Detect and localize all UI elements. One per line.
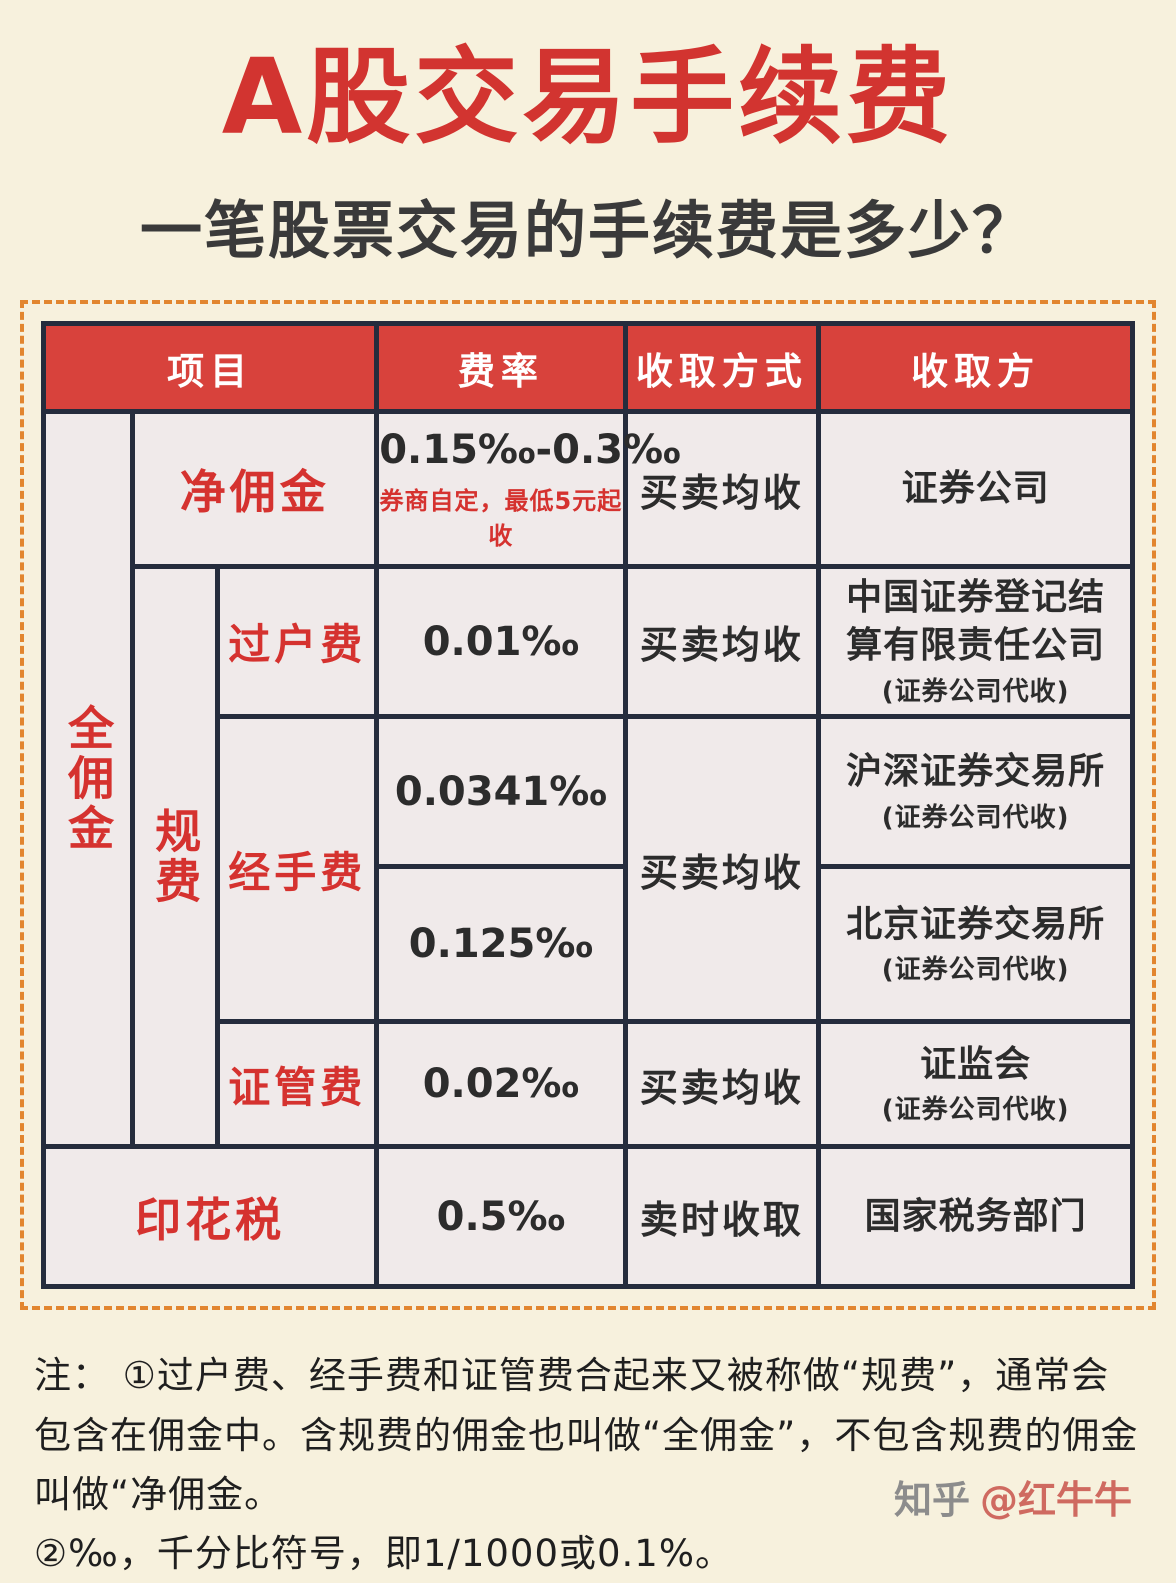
handling-fee-shsz-rate: 0.0341‰ <box>374 714 628 870</box>
net-commission-label: 净佣金 <box>179 465 330 520</box>
transfer-fee-method: 买卖均收 <box>622 564 822 720</box>
net-commission-collector: 证券公司 <box>816 409 1135 570</box>
admin-fee-collector-cell: 证监会 (证券公司代收) <box>816 1019 1135 1150</box>
handling-fee-bj-collector: 北京证券交易所 <box>846 903 1106 945</box>
net-commission-rate-cell: 0.15‰-0.3‰ 券商自定，最低5元起收 <box>374 409 681 570</box>
col-header-method: 收取方式 <box>622 321 822 415</box>
watermark: 知乎 @红牛牛 <box>894 1469 1132 1524</box>
transfer-fee-label: 过户费 <box>228 620 367 670</box>
stamp-tax-collector: 国家税务部门 <box>816 1144 1135 1290</box>
row-handling-fee-shsz: 经手费 0.0341‰ 买卖均收 沪深证券交易所 (证券公司代收) <box>44 714 1135 1025</box>
admin-fee-method: 买卖均收 <box>622 1019 822 1150</box>
net-commission-rate-note: 券商自定，最低5元起收 <box>379 487 623 551</box>
table-header-row: 项目 费率 收取方式 收取方 <box>40 321 1135 415</box>
net-commission-name-cell: 净佣金 <box>130 409 380 570</box>
stamp-tax-name-cell: 印花税 <box>40 1144 380 1290</box>
row-handling-fee-bj: 0.125‰ 北京证券交易所 (证券公司代收) <box>44 864 1135 1025</box>
group-cell-full-commission: 全佣金 <box>40 409 136 1150</box>
admin-fee-collector-note: (证券公司代收) <box>881 1095 1070 1126</box>
admin-fee-collector: 证监会 <box>920 1043 1032 1085</box>
fee-table-frame: 项目 费率 收取方式 收取方 全佣金 净佣金 0.15‰-0.3‰ 券 <box>20 300 1156 1311</box>
fee-table: 项目 费率 收取方式 收取方 全佣金 净佣金 0.15‰-0.3‰ 券 <box>40 321 1135 1290</box>
row-net-commission: 全佣金 净佣金 0.15‰-0.3‰ 券商自定，最低5元起收 买卖均收 证券公司 <box>40 409 1135 1150</box>
handling-fee-shsz-collector-note: (证券公司代收) <box>881 802 1070 833</box>
net-commission-rate: 0.15‰-0.3‰ <box>379 427 681 474</box>
watermark-brand: 知乎 <box>893 1478 970 1522</box>
stamp-tax-rate: 0.5‰ <box>374 1144 628 1290</box>
col-header-rate: 费率 <box>374 321 628 415</box>
col-header-collector: 收取方 <box>816 321 1135 415</box>
page-title: A股交易手续费 <box>221 36 955 158</box>
page-subtitle: 一笔股票交易的手续费是多少？ <box>139 194 1036 268</box>
handling-fee-bj-rate: 0.125‰ <box>374 864 628 1025</box>
stamp-tax-label: 印花税 <box>135 1192 286 1247</box>
handling-fee-label: 经手费 <box>228 847 367 897</box>
handling-fee-bj-collector-cell: 北京证券交易所 (证券公司代收) <box>816 864 1135 1025</box>
transfer-fee-collector: 中国证券登记结算有限责任公司 <box>846 576 1106 667</box>
transfer-fee-name-cell: 过户费 <box>215 564 380 720</box>
transfer-fee-collector-cell: 中国证券登记结算有限责任公司 (证券公司代收) <box>816 564 1135 720</box>
row-transfer-fee: 规费 过户费 0.01‰ 买卖均收 中国证券登记结算有限责任公司 (证券公司代收… <box>44 564 1135 1150</box>
stamp-tax-method: 卖时收取 <box>622 1144 822 1290</box>
admin-fee-rate: 0.02‰ <box>374 1019 628 1150</box>
admin-fee-name-cell: 证管费 <box>215 1019 380 1150</box>
footnote-line-1: 注： ①过户费、经手费和证管费合起来又被称做“规费”，通常会包含在佣金中。含规费… <box>34 1354 1139 1516</box>
handling-fee-shsz-collector: 沪深证券交易所 <box>846 751 1106 793</box>
net-commission-method: 买卖均收 <box>622 409 822 570</box>
regulatory-fees-label: 规费 <box>148 806 203 907</box>
transfer-fee-rate: 0.01‰ <box>374 564 628 720</box>
row-stamp-tax: 印花税 0.5‰ 卖时收取 国家税务部门 <box>40 1144 1135 1290</box>
full-commission-label: 全佣金 <box>61 704 116 855</box>
footnotes: 注： ①过户费、经手费和证管费合起来又被称做“规费”，通常会包含在佣金中。含规费… <box>34 1346 1142 1583</box>
footnote-line-2: ②‰，千分比符号，即1/1000或0.1%。 <box>34 1531 733 1575</box>
handling-fee-name-cell: 经手费 <box>215 714 380 1025</box>
watermark-author: @红牛牛 <box>979 1478 1132 1522</box>
admin-fee-label: 证管费 <box>228 1062 367 1112</box>
row-admin-fee: 证管费 0.02‰ 买卖均收 证监会 (证券公司代收) <box>44 1019 1135 1150</box>
group-cell-regulatory-fees: 规费 <box>130 564 221 1150</box>
handling-fee-shsz-collector-cell: 沪深证券交易所 (证券公司代收) <box>816 714 1135 870</box>
handling-fee-method: 买卖均收 <box>622 714 822 1025</box>
transfer-fee-collector-note: (证券公司代收) <box>881 676 1070 707</box>
handling-fee-bj-collector-note: (证券公司代收) <box>881 955 1070 986</box>
col-header-item: 项目 <box>40 321 380 415</box>
